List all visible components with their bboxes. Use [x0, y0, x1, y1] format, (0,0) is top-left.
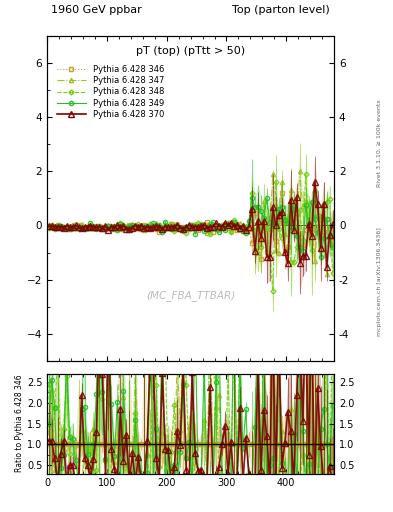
Legend: Pythia 6.428 346, Pythia 6.428 347, Pythia 6.428 348, Pythia 6.428 349, Pythia 6: Pythia 6.428 346, Pythia 6.428 347, Pyth… [54, 63, 166, 121]
Text: pT (top) (pTtt > 50): pT (top) (pTtt > 50) [136, 46, 245, 56]
Y-axis label: Ratio to Pythia 6.428 346: Ratio to Pythia 6.428 346 [15, 375, 24, 473]
Text: 1960 GeV ppbar: 1960 GeV ppbar [51, 5, 142, 15]
Text: Rivet 3.1.10, ≥ 100k events: Rivet 3.1.10, ≥ 100k events [377, 99, 382, 187]
Text: mcplots.cern.ch [arXiv:1306.3436]: mcplots.cern.ch [arXiv:1306.3436] [377, 227, 382, 336]
Text: (MC_FBA_TTBAR): (MC_FBA_TTBAR) [146, 290, 235, 302]
Text: Top (parton level): Top (parton level) [232, 5, 330, 15]
